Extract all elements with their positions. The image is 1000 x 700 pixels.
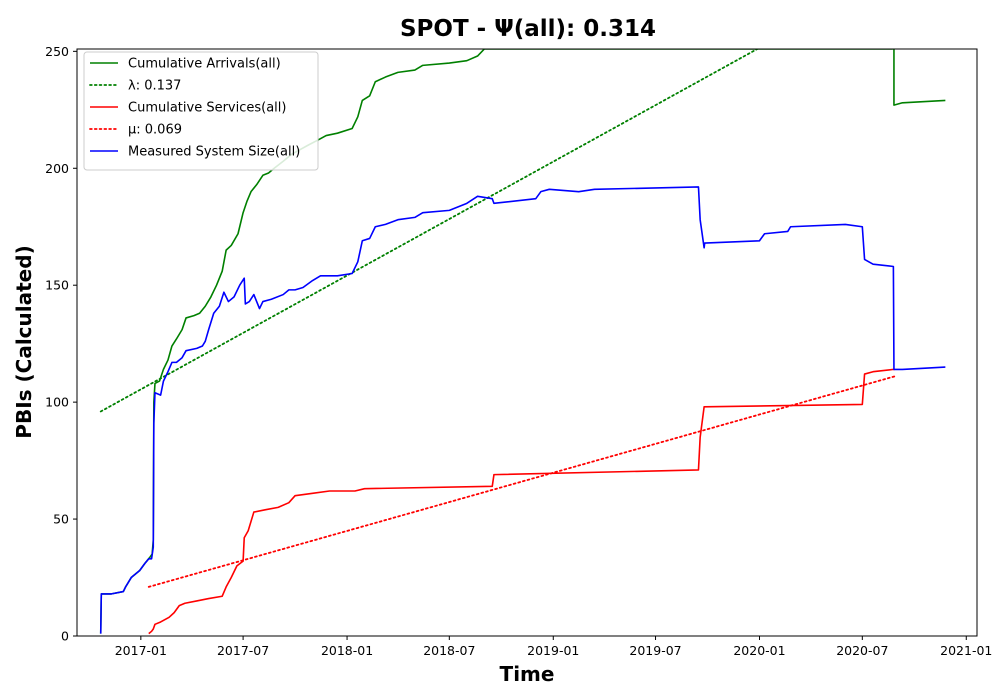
series-line-cumulative-services-all-3: [148, 368, 895, 635]
y-tick-label: 200: [45, 161, 69, 176]
series-line-0-069-4: [147, 375, 896, 588]
series-line-cumulative-arrivals-all-1: [893, 49, 946, 106]
legend-label-cumulative-arrivals-all: Cumulative Arrivals(all): [128, 57, 281, 72]
y-tick-label: 150: [45, 278, 69, 293]
y-tick-label: 0: [61, 629, 69, 644]
x-tick-label: 2020-07: [836, 643, 888, 658]
x-tick-label: 2019-01: [527, 643, 579, 658]
x-axis-label: Time: [500, 662, 555, 686]
legend: Cumulative Arrivals(all) λ: 0.137 Cumulati…: [83, 51, 319, 171]
legend-label-cumulative-services-all: Cumulative Services(all): [128, 101, 286, 116]
legend-label-measured-system-size-all: Measured System Size(all): [128, 145, 300, 160]
x-tick-label: 2017-01: [115, 643, 167, 658]
y-tick-label: 100: [45, 395, 69, 410]
series-line-measured-system-size-all-5: [99, 186, 946, 634]
y-axis: 0 50 100 150 200 250: [45, 44, 77, 644]
x-tick-label: 2020-01: [733, 643, 785, 658]
chart-title: SPOT - Ψ(all): 0.314: [400, 16, 656, 42]
legend-box: [83, 51, 319, 171]
y-tick-label: 250: [45, 44, 69, 59]
series-line-0-137-2: [99, 49, 759, 413]
plot-frame: [76, 48, 978, 637]
x-tick-label: 2021-01: [940, 643, 992, 658]
x-tick-label: 2018-07: [423, 643, 475, 658]
x-axis: 2017-01 2017-07 2018-01 2018-07 2019-01 2019-…: [115, 636, 992, 658]
series-layer: [99, 49, 946, 635]
x-tick-label: 2019-07: [629, 643, 681, 658]
x-tick-label: 2018-01: [321, 643, 373, 658]
legend-label-0-069: μ: 0.069: [128, 123, 182, 138]
y-tick-label: 50: [53, 512, 69, 527]
x-tick-label: 2017-07: [217, 643, 269, 658]
y-axis-label: PBIs (Calculated): [12, 245, 36, 438]
legend-label-0-137: λ: 0.137: [128, 79, 181, 94]
